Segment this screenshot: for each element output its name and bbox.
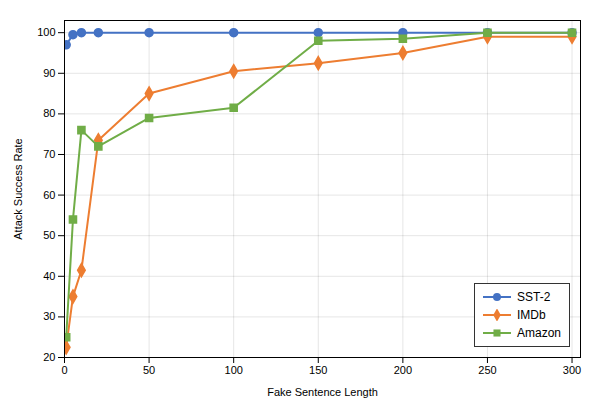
svg-text:50: 50 — [43, 229, 55, 241]
svg-text:150: 150 — [309, 364, 327, 376]
svg-text:200: 200 — [394, 364, 412, 376]
svg-text:40: 40 — [43, 270, 55, 282]
svg-text:70: 70 — [43, 148, 55, 160]
svg-text:100: 100 — [225, 364, 243, 376]
html-text:Amazon: Amazon — [517, 326, 561, 340]
svg-text:Attack Success Rate: Attack Success Rate — [12, 138, 24, 240]
svg-text:Fake Sentence Length: Fake Sentence Length — [267, 386, 378, 398]
html-text:IMDb: IMDb — [517, 308, 546, 322]
svg-text:50: 50 — [143, 364, 155, 376]
svg-text:0: 0 — [61, 364, 67, 376]
svg-text:20: 20 — [43, 351, 55, 363]
svg-text:60: 60 — [43, 189, 55, 201]
html-text:SST-2: SST-2 — [517, 290, 551, 304]
svg-text:90: 90 — [43, 67, 55, 79]
svg-text:80: 80 — [43, 107, 55, 119]
svg-text:300: 300 — [563, 364, 581, 376]
svg-text:250: 250 — [478, 364, 496, 376]
svg-text:100: 100 — [37, 26, 55, 38]
svg-text:30: 30 — [43, 310, 55, 322]
